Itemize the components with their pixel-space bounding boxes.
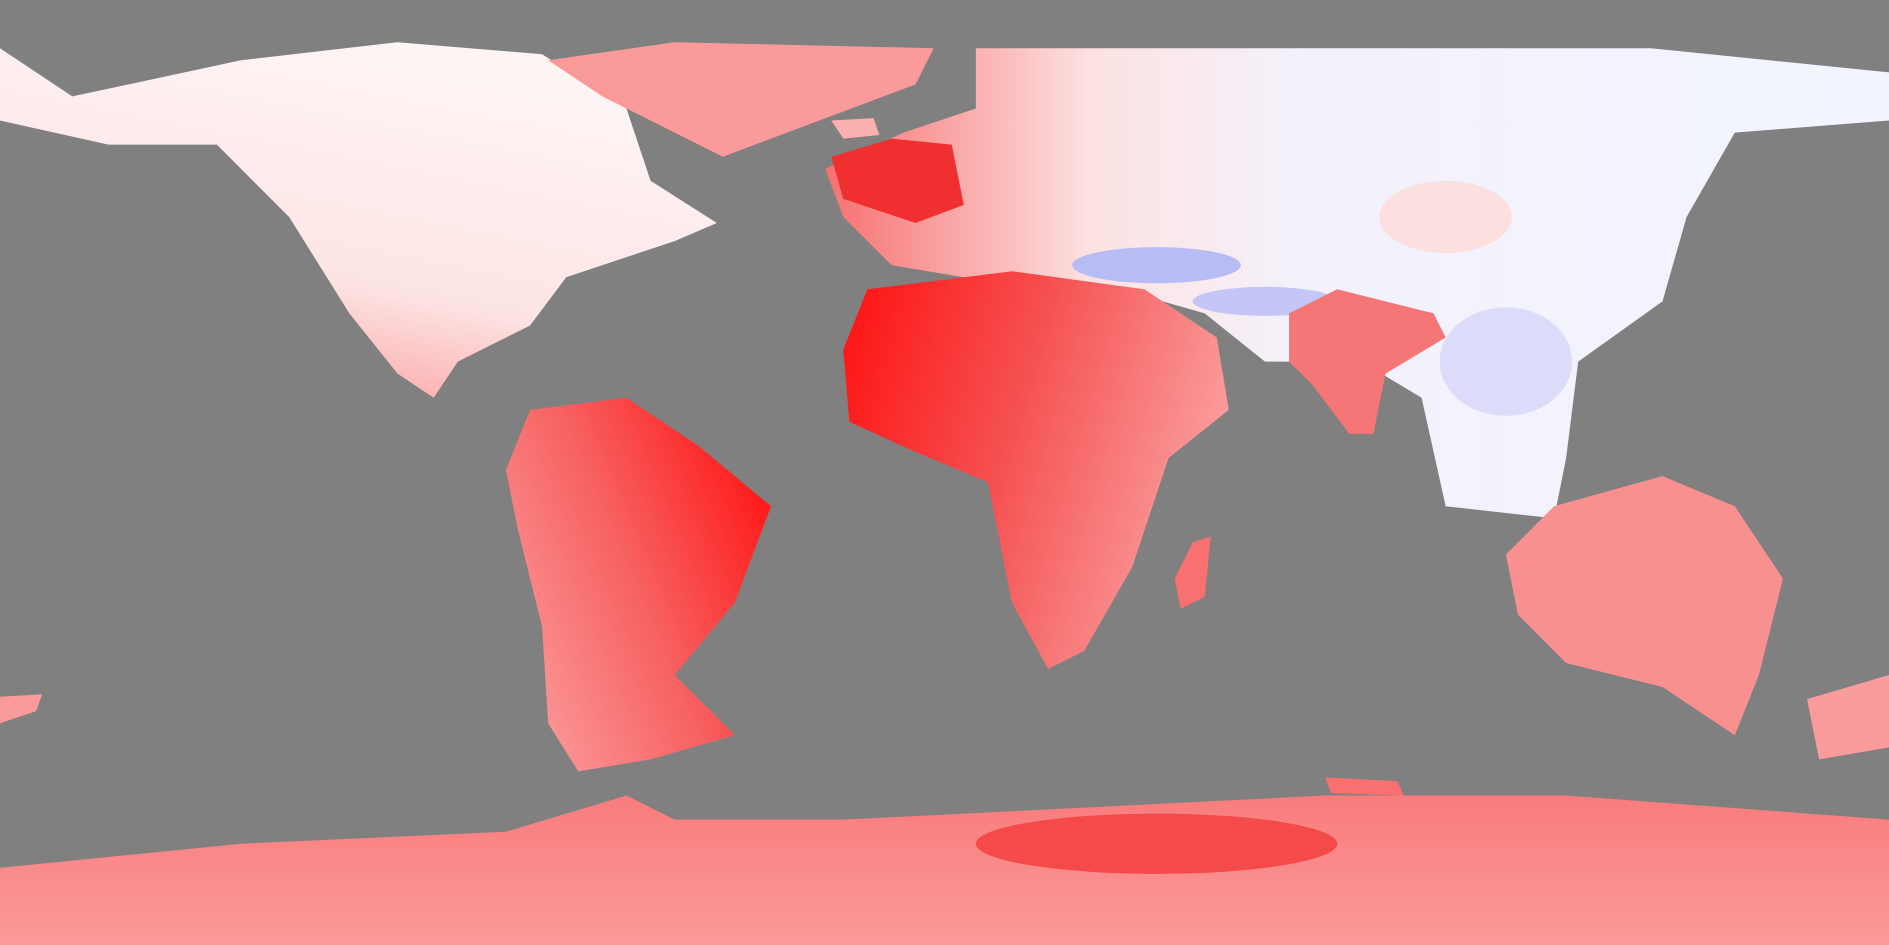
madagascar [1174,536,1211,609]
north-america [0,42,717,398]
warm-anomaly [1379,180,1512,254]
cold-anomaly [1439,307,1573,416]
south-america [505,397,772,772]
pacific-island [0,694,43,724]
iceland [831,118,880,139]
india [1289,289,1446,434]
warm-anomaly [975,813,1338,874]
greenland [548,42,934,157]
antarctica [0,795,1889,945]
new-zealand [1807,675,1889,760]
antarctic-island [1325,777,1404,796]
australia [1505,476,1783,736]
eurasia [825,48,1889,519]
british-isles [831,138,964,223]
cold-anomaly [1072,247,1241,284]
africa [843,271,1229,669]
